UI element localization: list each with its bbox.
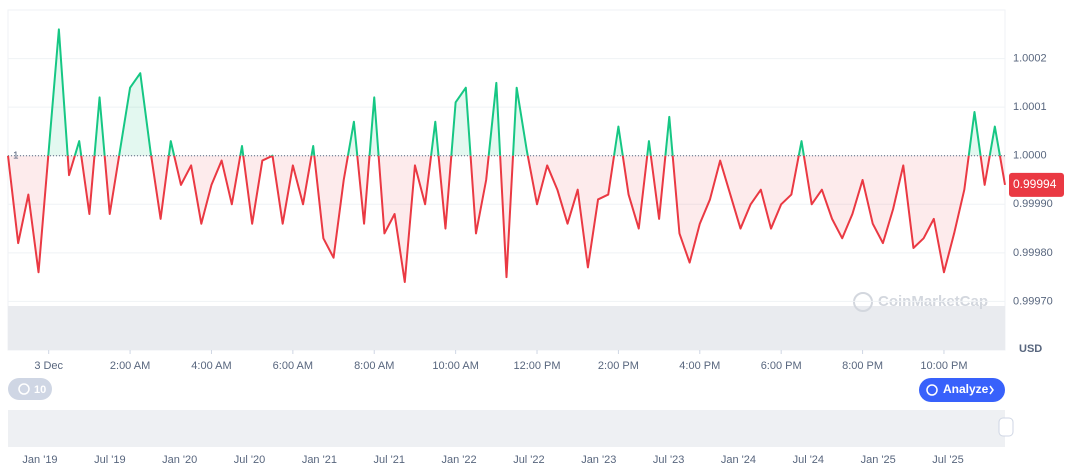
navigator bbox=[8, 410, 1005, 447]
x-tick-label: 6:00 AM bbox=[273, 360, 313, 372]
price-line-up bbox=[7, 28, 1001, 156]
price-line-down bbox=[7, 155, 1006, 283]
history-label[interactable]: 10 bbox=[34, 384, 46, 396]
baseline-label: 1 bbox=[13, 150, 19, 161]
last-price-tag bbox=[1009, 172, 1064, 197]
y-tick-label: 0.99970 bbox=[1013, 295, 1053, 307]
watermark-logo bbox=[853, 292, 873, 312]
x-tick-label: 4:00 AM bbox=[191, 360, 231, 372]
y-tick-label: 1.0001 bbox=[1013, 101, 1047, 113]
history-button-bg[interactable] bbox=[8, 378, 52, 400]
navigator-label: Jan '24 bbox=[721, 454, 756, 466]
history-icon[interactable] bbox=[18, 383, 30, 395]
last-price-label: 0.99994 bbox=[1013, 177, 1057, 191]
navigator-label: Jan '25 bbox=[861, 454, 896, 466]
navigator-label: Jul '21 bbox=[374, 454, 405, 466]
navigator-label: Jul '25 bbox=[932, 454, 963, 466]
x-tick-label: 2:00 AM bbox=[110, 360, 150, 372]
navigator-label: Jan '23 bbox=[581, 454, 616, 466]
x-tick-label: 8:00 AM bbox=[354, 360, 394, 372]
x-tick-label: 8:00 PM bbox=[842, 360, 883, 372]
navigator-label: Jul '20 bbox=[234, 454, 265, 466]
analyze-label[interactable]: Analyze bbox=[943, 382, 989, 396]
x-tick-label: 2:00 PM bbox=[598, 360, 639, 372]
navigator-label: Jan '19 bbox=[22, 454, 57, 466]
analyze-button-bg[interactable] bbox=[919, 378, 1005, 402]
currency-label: USD bbox=[1019, 343, 1042, 355]
x-tick-label: 6:00 PM bbox=[761, 360, 802, 372]
navigator-label: Jan '20 bbox=[162, 454, 197, 466]
y-tick-label: 1.0002 bbox=[1013, 52, 1047, 64]
analyze-icon[interactable] bbox=[926, 384, 938, 396]
navigator-label: Jan '21 bbox=[302, 454, 337, 466]
x-tick-label: 3 Dec bbox=[34, 360, 63, 372]
volume-band bbox=[8, 306, 1005, 350]
navigator-label: Jul '24 bbox=[793, 454, 824, 466]
x-tick-label: 12:00 PM bbox=[513, 360, 560, 372]
navigator-label: Jan '22 bbox=[442, 454, 477, 466]
navigator-label: Jul '19 bbox=[94, 454, 125, 466]
y-tick-label: 0.99990 bbox=[1013, 198, 1053, 210]
navigator-label: Jul '22 bbox=[513, 454, 544, 466]
navigator-handle[interactable] bbox=[998, 417, 1014, 437]
y-tick-label: 1.0000 bbox=[1013, 150, 1047, 162]
analyze-button[interactable]: Analyze bbox=[919, 378, 1005, 402]
x-tick-label: 10:00 AM bbox=[432, 360, 478, 372]
navigator-label: Jul '23 bbox=[653, 454, 684, 466]
x-tick-label: 10:00 PM bbox=[920, 360, 967, 372]
x-tick-label: 4:00 PM bbox=[679, 360, 720, 372]
analyze-chevron[interactable] bbox=[989, 385, 994, 395]
history-button[interactable]: 10 bbox=[8, 378, 52, 400]
y-tick-label: 0.99980 bbox=[1013, 247, 1053, 259]
